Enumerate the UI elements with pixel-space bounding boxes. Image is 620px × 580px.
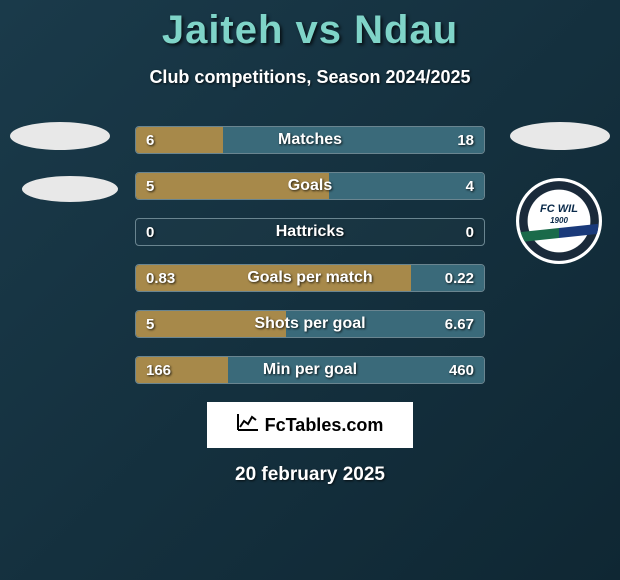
stat-label: Min per goal	[136, 357, 484, 383]
club-right-name: FC WIL1900	[540, 204, 578, 226]
stat-label: Hattricks	[136, 219, 484, 245]
player-left-avatar	[10, 122, 110, 150]
subtitle: Club competitions, Season 2024/2025	[0, 67, 620, 88]
player-left-club-placeholder	[22, 176, 118, 202]
stat-row: 618Matches	[135, 126, 485, 154]
stat-label: Goals	[136, 173, 484, 199]
stat-label: Matches	[136, 127, 484, 153]
stat-label: Goals per match	[136, 265, 484, 291]
date-label: 20 february 2025	[0, 464, 620, 486]
stat-row: 0.830.22Goals per match	[135, 264, 485, 292]
player-right-avatar	[510, 122, 610, 150]
stat-row: 54Goals	[135, 172, 485, 200]
stat-row: 166460Min per goal	[135, 356, 485, 384]
footer-text: FcTables.com	[265, 415, 384, 436]
footer-attribution[interactable]: FcTables.com	[207, 402, 413, 448]
chart-icon	[237, 413, 259, 437]
page-title: Jaiteh vs Ndau	[0, 0, 620, 53]
stat-label: Shots per goal	[136, 311, 484, 337]
stats-table: 618Matches 54Goals 00Hattricks 0.830.22Goal…	[135, 126, 485, 384]
stat-row: 00Hattricks	[135, 218, 485, 246]
stat-row: 56.67Shots per goal	[135, 310, 485, 338]
club-right-badge: FC WIL1900	[516, 178, 602, 264]
